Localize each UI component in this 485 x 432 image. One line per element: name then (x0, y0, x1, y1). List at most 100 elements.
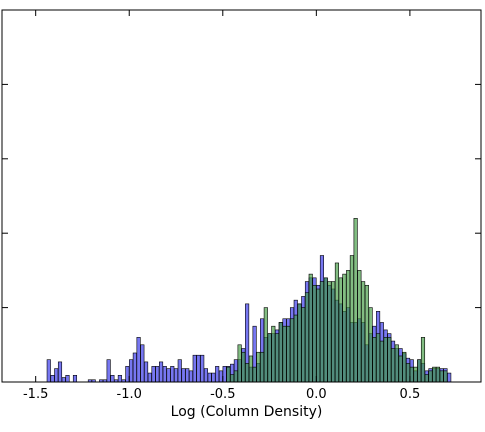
x-tick-label-4: 0.5 (400, 387, 421, 402)
green-bar-26 (323, 277, 328, 383)
x-tick-label-3: 0.0 (306, 387, 327, 402)
blue-bar-20 (140, 344, 145, 383)
x-axis-label: Log (Column Density) (171, 404, 323, 420)
blue-bar-35 (196, 354, 201, 383)
green-bar-55 (432, 366, 437, 383)
blue-bar-6 (72, 375, 78, 383)
blue-bar-22 (147, 372, 152, 383)
blue-bar-3 (57, 361, 63, 383)
blue-bar-24 (155, 366, 160, 383)
green-bar-17 (289, 318, 295, 383)
green-bar-6 (248, 355, 253, 383)
blue-bar-30 (177, 359, 182, 383)
blue-bar-11 (106, 359, 111, 383)
green-bar-34 (353, 218, 358, 383)
blue-bar-23 (151, 366, 156, 383)
blue-bar-14 (117, 375, 122, 383)
green-bar-12 (271, 325, 276, 383)
green-bar-44 (391, 348, 396, 383)
blue-bar-102 (447, 372, 452, 383)
green-bar-48 (405, 363, 411, 383)
green-bar-11 (267, 333, 272, 383)
x-tick-label-0: -1.5 (23, 387, 48, 402)
blue-bar-36 (200, 354, 205, 383)
green-bar-24 (316, 288, 321, 383)
green-bar-46 (398, 355, 403, 383)
x-tick-label-1: -1.0 (117, 387, 142, 402)
green-bar-25 (319, 281, 324, 383)
green-bar-38 (368, 307, 373, 383)
green-bar-33 (349, 255, 354, 383)
axes-layer: -1.5 -1.0 -0.5 0.0 0.5 (1, 9, 482, 402)
green-bar-9 (260, 351, 265, 383)
blue-bar-34 (192, 354, 197, 383)
green-bar-7 (252, 366, 257, 383)
green-bar-4 (241, 351, 246, 383)
blue-bar-26 (162, 366, 167, 383)
green-bar-51 (417, 359, 422, 383)
green-bar-42 (383, 337, 388, 383)
blue-bar-29 (173, 368, 179, 383)
blue-bar-4 (61, 377, 66, 383)
green-bar-58 (443, 370, 448, 383)
green-bar-31 (342, 273, 347, 383)
blue-bar-16 (125, 366, 130, 383)
green-bar-21 (304, 292, 310, 383)
blue-bar-41 (218, 370, 223, 383)
green-bar-19 (297, 303, 302, 383)
green-bar-0 (226, 366, 231, 383)
bars-layer (46, 218, 452, 383)
blue-bar-27 (166, 368, 171, 383)
green-bar-52 (420, 337, 426, 383)
green-bar-14 (278, 322, 283, 383)
green-bar-53 (424, 374, 429, 383)
blue-bar-38 (207, 372, 212, 383)
green-bar-43 (387, 337, 392, 383)
blue-bar-31 (181, 368, 186, 383)
blue-bar-12 (110, 375, 115, 383)
green-bar-16 (286, 325, 291, 383)
green-bar-36 (361, 281, 366, 383)
blue-bar-39 (211, 372, 216, 383)
green-bar-47 (402, 351, 407, 383)
green-bar-45 (394, 344, 399, 383)
blue-bar-42 (222, 366, 227, 383)
green-bar-18 (293, 314, 298, 383)
green-bar-20 (301, 307, 306, 383)
green-bar-54 (428, 370, 433, 383)
green-bar-35 (357, 270, 362, 383)
green-bar-49 (409, 366, 414, 383)
blue-bar-17 (129, 359, 134, 383)
green-bar-3 (237, 344, 242, 383)
blue-bar-21 (144, 361, 149, 383)
green-bar-5 (245, 363, 250, 383)
green-bar-40 (376, 333, 381, 383)
green-bar-28 (331, 281, 336, 383)
x-tick-label-2: -0.5 (210, 387, 235, 402)
green-bar-10 (263, 307, 268, 383)
blue-bar-32 (185, 368, 190, 383)
green-bar-13 (275, 333, 280, 383)
green-bar-30 (338, 277, 343, 383)
green-bar-1 (230, 374, 235, 383)
green-bar-32 (346, 270, 351, 383)
green-bar-27 (327, 281, 332, 383)
blue-bar-2 (54, 368, 59, 383)
blue-bar-25 (159, 361, 164, 383)
blue-bar-33 (188, 370, 194, 383)
blue-bar-5 (65, 375, 70, 383)
blue-bar-28 (170, 366, 175, 383)
green-bar-56 (435, 366, 441, 383)
green-bar-39 (372, 337, 377, 383)
green-bar-50 (413, 366, 418, 383)
green-bar-15 (282, 325, 287, 383)
green-bar-37 (364, 284, 369, 383)
green-bar-8 (256, 351, 261, 383)
blue-bar-0 (46, 359, 51, 383)
plot-frame (1, 9, 482, 383)
blue-bar-37 (203, 368, 208, 383)
blue-bar-1 (50, 375, 55, 383)
green-bar-41 (379, 340, 384, 383)
green-bar-57 (439, 370, 444, 383)
